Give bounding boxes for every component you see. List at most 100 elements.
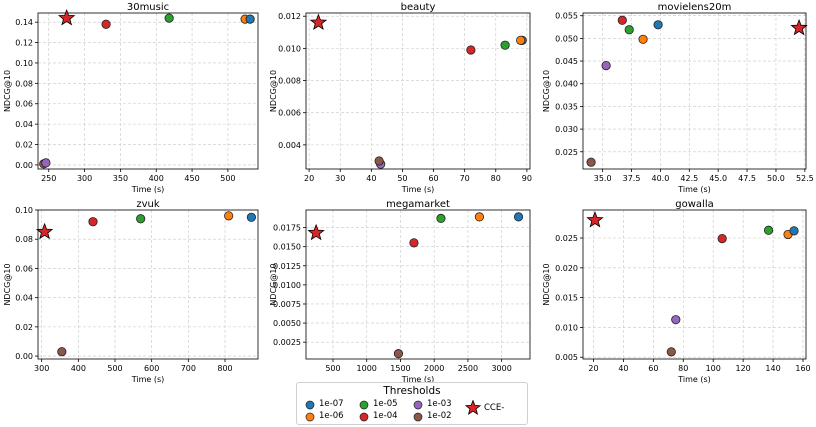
y-tick-label: 0.0075 xyxy=(273,300,301,309)
point-1e-05 xyxy=(136,214,146,224)
y-tick-label: 0.035 xyxy=(555,102,578,111)
point-1e-07 xyxy=(245,14,255,24)
x-tick-label: 3000 xyxy=(491,364,511,373)
legend-label: CCE- xyxy=(484,403,505,413)
x-tick-label: 500 xyxy=(325,364,340,373)
y-tick-label: 0.0125 xyxy=(273,262,301,271)
x-tick-label: 20 xyxy=(588,364,598,373)
x-tick-label: 800 xyxy=(217,364,232,373)
point-1e-05 xyxy=(436,213,446,224)
chart-panel-zvuk: 300 400 500 600 700 800 0.00 0.02 0.04 0.06 0.08 0.… xyxy=(3,199,259,384)
y-tick-label: 0.14 xyxy=(15,18,33,27)
point-1e-05 xyxy=(500,40,510,50)
x-tick-label: 500 xyxy=(107,364,122,373)
y-tick-label: 0.00 xyxy=(15,161,33,170)
chart-panel-movielens20m: 35.0 37.5 40.0 42.5 45.0 47.5 50.0 52.5 0.025 0.0… xyxy=(542,2,814,194)
x-tick-label: 60 xyxy=(428,174,438,183)
axes-frame xyxy=(37,12,259,170)
x-tick-label: 45.0 xyxy=(709,174,727,183)
point-1e-03 xyxy=(41,158,51,168)
legend-dot-icon xyxy=(305,412,315,422)
y-tick-label: 0.04 xyxy=(15,120,33,129)
point-1e-02 xyxy=(57,347,67,357)
y-axis-label: NDCG@10 xyxy=(3,263,12,305)
x-tick-label: 1500 xyxy=(390,364,410,373)
x-tick-label: 450 xyxy=(184,174,199,183)
point-1e-07 xyxy=(789,226,799,236)
x-tick-label: 50.0 xyxy=(767,174,785,183)
x-tick-label: 80 xyxy=(491,174,501,183)
point-1e-03 xyxy=(601,61,611,71)
y-tick-label: 0.08 xyxy=(15,235,33,244)
legend-label: 1e-03 xyxy=(427,399,452,409)
axes-frame xyxy=(37,209,259,360)
axes-frame xyxy=(582,209,807,360)
cce-star-marker xyxy=(790,18,808,36)
y-tick-label: 0.10 xyxy=(15,206,33,215)
x-tick-label: 300 xyxy=(77,174,92,183)
x-tick-label: 40.0 xyxy=(652,174,670,183)
chart-panel-30music: 250 300 350 400 450 500 0.00 0.02 0.04 0.06 0.08 0.… xyxy=(3,2,259,194)
x-tick-label: 40 xyxy=(366,174,376,183)
point-1e-06 xyxy=(474,212,484,222)
y-axis-label: NDCG@10 xyxy=(269,263,278,305)
y-tick-label: 0.020 xyxy=(555,264,578,273)
x-tick-label: 80 xyxy=(678,364,688,373)
chart-panel-megamarket: 500 1000 1500 2000 2500 3000 0.0025 0.0050 0.007… xyxy=(269,199,531,384)
y-tick-label: 0.12 xyxy=(15,39,33,48)
axes-frame xyxy=(582,12,807,170)
x-tick-label: 1000 xyxy=(357,364,377,373)
x-tick-label: 90 xyxy=(522,174,532,183)
x-tick-label: 250 xyxy=(41,174,56,183)
y-tick-label: 0.050 xyxy=(555,34,578,43)
point-1e-03 xyxy=(671,315,681,325)
legend-dot-icon xyxy=(305,400,315,410)
x-tick-label: 400 xyxy=(71,364,86,373)
legend-dot-icon xyxy=(359,412,369,422)
x-tick-label: 300 xyxy=(34,364,49,373)
y-tick-label: 0.025 xyxy=(555,234,578,243)
legend-label: 1e-07 xyxy=(319,399,344,409)
x-axis-label: Time (s) xyxy=(131,185,165,194)
chart-title: movielens20m xyxy=(658,2,732,13)
legend-dot-icon xyxy=(359,400,369,410)
legend-label: 1e-06 xyxy=(319,411,344,421)
point-1e-07 xyxy=(513,212,524,222)
y-tick-label: 0.06 xyxy=(15,100,33,109)
y-tick-label: 0.040 xyxy=(555,80,578,89)
x-tick-label: 20 xyxy=(304,174,314,183)
point-1e-02 xyxy=(393,349,404,359)
y-tick-label: 0.010 xyxy=(555,323,578,332)
x-tick-label: 600 xyxy=(144,364,159,373)
point-1e-04 xyxy=(717,234,727,244)
y-tick-label: 0.008 xyxy=(278,77,301,86)
x-tick-label: 140 xyxy=(765,364,780,373)
point-1e-05 xyxy=(164,13,174,23)
y-tick-label: 0.004 xyxy=(278,141,301,150)
chart-panel-beauty: 20 30 40 50 60 70 80 90 0.004 0.006 0.008 0.010 0.01… xyxy=(269,2,532,194)
x-tick-label: 2000 xyxy=(424,364,444,373)
y-axis-label: NDCG@10 xyxy=(269,70,278,112)
y-tick-label: 0.06 xyxy=(15,264,33,273)
x-tick-label: 700 xyxy=(181,364,196,373)
x-tick-label: 40 xyxy=(618,364,628,373)
x-axis-label: Time (s) xyxy=(401,375,435,384)
point-1e-05 xyxy=(624,25,634,35)
y-tick-label: 0.055 xyxy=(555,12,578,21)
x-tick-label: 120 xyxy=(736,364,751,373)
y-tick-label: 0.00 xyxy=(15,352,33,361)
cce-star-marker xyxy=(57,8,76,26)
x-tick-label: 52.5 xyxy=(796,174,814,183)
legend-title: Thresholds xyxy=(383,385,441,397)
y-axis-label: NDCG@10 xyxy=(3,70,12,112)
legend-label: 1e-04 xyxy=(373,411,398,421)
x-tick-label: 2500 xyxy=(458,364,478,373)
point-1e-06 xyxy=(516,35,526,45)
legend: Thresholds 1e-07 1e-06 1e-05 1e-04 1e-03 1e-0… xyxy=(296,382,528,425)
x-tick-label: 100 xyxy=(706,364,721,373)
y-tick-label: 0.030 xyxy=(555,125,578,134)
chart-title: 30music xyxy=(127,2,169,13)
y-tick-label: 0.0175 xyxy=(273,224,301,233)
legend-label: 1e-05 xyxy=(373,399,398,409)
y-tick-label: 0.010 xyxy=(278,44,301,53)
